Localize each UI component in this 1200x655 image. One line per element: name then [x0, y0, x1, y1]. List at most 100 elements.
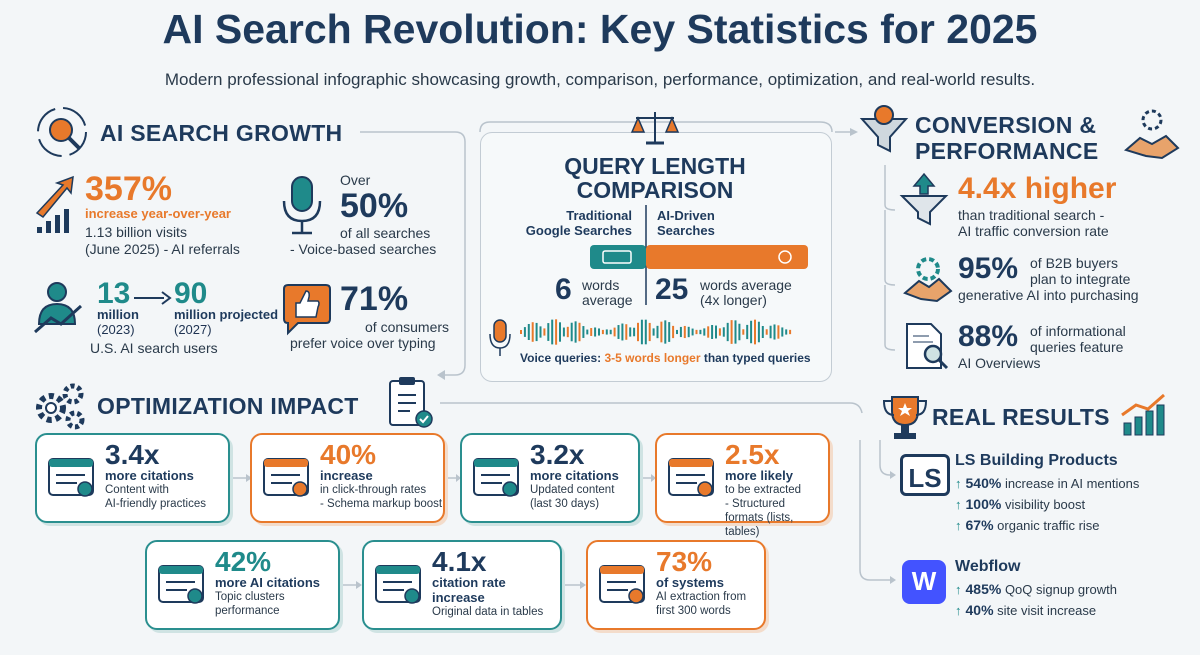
card-value: 73% — [656, 546, 713, 577]
wave-bar — [715, 325, 717, 339]
card-text: 42% more AI citations Topic clusters perfor… — [215, 547, 320, 619]
up-arrow: ↑ — [955, 582, 962, 597]
icon — [389, 377, 433, 428]
card-detail: AI-friendly practices — [105, 498, 206, 511]
wave-bar — [750, 320, 753, 344]
card-label: citation rate — [432, 575, 506, 591]
stat-detail: than traditional search - — [958, 207, 1105, 223]
stat-value: 357% — [85, 170, 172, 208]
icon — [1121, 393, 1165, 436]
column-label: Google Searches — [525, 223, 632, 238]
result-item: ↑ 485% QoQ signup growth — [955, 581, 1117, 598]
wave-bar — [547, 323, 550, 341]
wave-bar — [718, 328, 721, 336]
card-value: 42% — [215, 546, 272, 577]
query-unit: (4x longer) — [700, 292, 767, 308]
card-value: 2.5x — [725, 439, 780, 470]
wave-bar — [757, 321, 760, 343]
wave-bar — [566, 326, 569, 338]
card: 42% more AI citations Topic clusters perfor… — [145, 540, 340, 630]
icon — [899, 172, 949, 226]
up-arrow: ↑ — [955, 518, 962, 533]
card-icon — [375, 565, 421, 604]
result-label: organic traffic rise — [997, 518, 1100, 533]
wave-bar — [683, 325, 686, 339]
card-detail: Updated content — [530, 484, 615, 497]
note-highlight: 3-5 words longer — [604, 351, 701, 365]
wave-bar — [672, 325, 675, 339]
wave-bar — [679, 326, 682, 338]
stat-detail: queries feature — [1030, 339, 1124, 355]
icon — [282, 176, 322, 235]
icon — [36, 383, 85, 430]
wave-bar — [555, 319, 558, 345]
wave-bar — [742, 329, 745, 335]
query-value: 6 — [555, 273, 572, 306]
stat-unit: million projected — [174, 307, 279, 322]
wave-bar — [617, 325, 620, 339]
company-logo: LS — [900, 454, 950, 496]
stat-detail: of informational — [1030, 323, 1126, 339]
stat-detail: of consumers — [365, 319, 450, 335]
title: AI Search Revolution: Key Statistics for… — [162, 6, 1038, 52]
wave-bar — [621, 323, 624, 341]
card-text: 3.4x more citations Content with AI-friendl… — [105, 440, 206, 512]
subtitle: Modern professional infographic showcasi… — [164, 70, 1036, 89]
wave-bar — [601, 329, 604, 335]
wave-bar — [691, 328, 694, 336]
wave-bar — [773, 324, 776, 340]
wave-bar — [559, 322, 561, 342]
wave-bar — [730, 320, 733, 344]
panel-title: QUERY LENGTH — [564, 153, 746, 179]
wave-bar — [754, 319, 756, 345]
card-value: 3.2x — [530, 439, 585, 470]
card-value: 40% — [320, 439, 377, 470]
icon — [859, 105, 909, 153]
wave-bar — [769, 325, 772, 339]
wave-bar — [625, 324, 628, 340]
stat-year: (2027) — [174, 322, 212, 337]
wave-bar — [707, 326, 710, 338]
wave-bar — [590, 328, 593, 336]
stat-detail: - Voice-based searches — [290, 241, 437, 257]
result-value: 67% — [965, 517, 994, 533]
card-label: more citations — [530, 468, 619, 484]
wave-bar — [703, 328, 706, 336]
icon — [283, 284, 331, 336]
wave-bar — [605, 329, 608, 335]
wave-bar — [722, 327, 725, 337]
card: 3.4x more citations Content with AI-friendl… — [35, 433, 230, 523]
card-label: increase — [432, 590, 485, 606]
card: 4.1x citation rate increase Original data i… — [362, 540, 562, 630]
card-text: 40% increase in click-through rates - Schem… — [320, 440, 442, 512]
card-icon — [599, 565, 645, 604]
query-unit: words — [582, 277, 620, 293]
result-value: 540% — [965, 475, 1002, 491]
stat-detail: of B2B buyers — [1030, 255, 1118, 271]
card-detail: (last 30 days) — [530, 498, 600, 511]
card-detail: - Schema markup boost — [320, 498, 443, 511]
result-item: ↑ 100% visibility boost — [955, 496, 1085, 513]
icon — [882, 396, 928, 439]
card-text: 3.2x more citations Updated content (last 3… — [530, 440, 619, 512]
section-title: AI SEARCH GROWTH — [100, 120, 343, 146]
result-item: ↑ 540% increase in AI mentions — [955, 475, 1139, 492]
result-value: 485% — [965, 581, 1002, 597]
company-name: LS Building Products — [955, 452, 1118, 469]
query-value: 25 — [655, 273, 689, 306]
wave-bar — [695, 329, 698, 335]
wave-bar — [648, 322, 651, 342]
result-item: ↑ 67% organic traffic rise — [955, 517, 1100, 534]
wave-bar — [711, 325, 714, 339]
section-title: PERFORMANCE — [915, 138, 1099, 164]
wave-bar — [734, 320, 737, 344]
card-label: more citations — [105, 468, 194, 484]
wave-bar — [535, 322, 538, 342]
up-arrow: ↑ — [955, 476, 962, 491]
card-value: 3.4x — [105, 439, 160, 470]
wave-bar — [520, 330, 522, 334]
section-title: CONVERSION & — [915, 112, 1097, 138]
stat-value: 88% — [958, 320, 1019, 353]
column-label: Searches — [657, 223, 715, 238]
